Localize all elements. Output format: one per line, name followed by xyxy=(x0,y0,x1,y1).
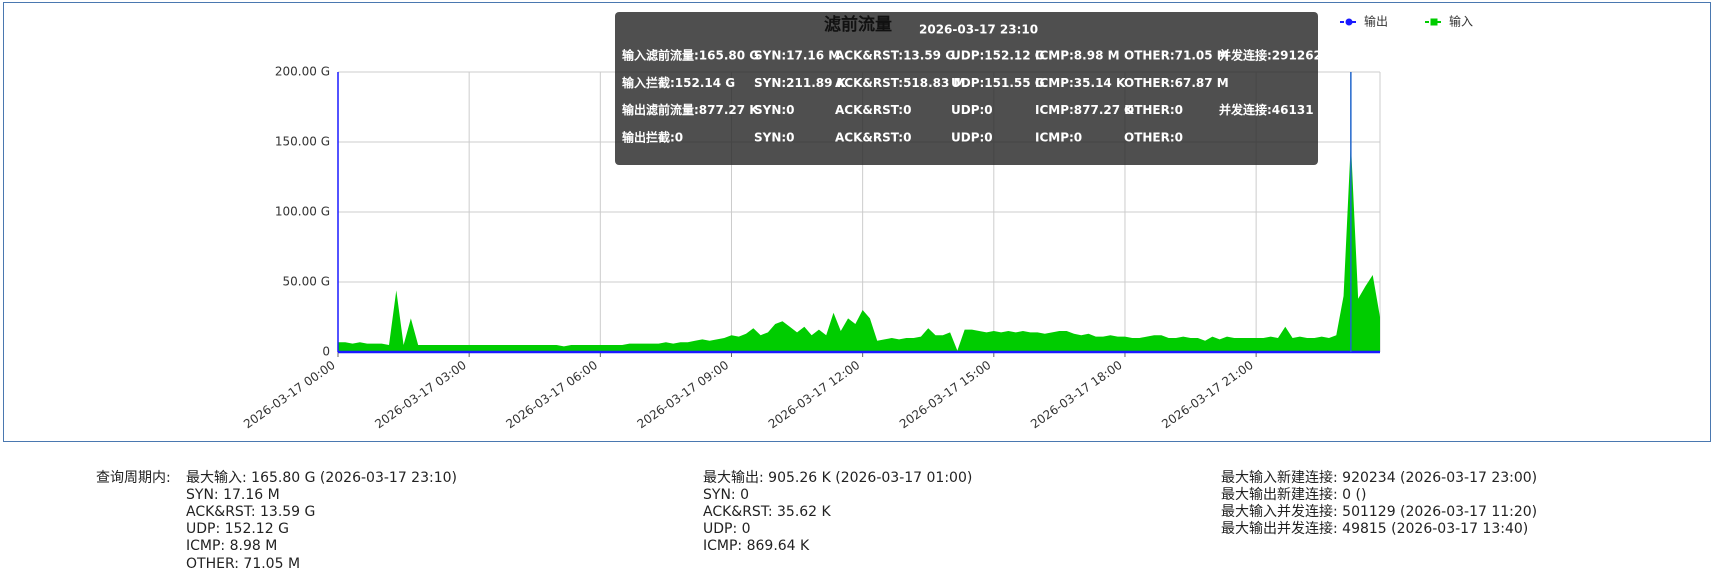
tooltip-cell: SYN:211.89 K xyxy=(754,76,847,90)
summary-line: SYN: 0 xyxy=(703,487,749,504)
tooltip-cell: OTHER:67.87 M xyxy=(1124,76,1229,90)
chart-frame xyxy=(3,2,1711,442)
tooltip-cell: 输出拦截:0 xyxy=(622,129,683,144)
tooltip-cell: SYN:0 xyxy=(754,130,795,144)
summary-line: ICMP: 8.98 M xyxy=(186,538,278,555)
summary-line: 最大输入新建连接: 920234 (2026-03-17 23:00) xyxy=(1221,470,1538,486)
summary-line: 最大输出新建连接: 0 () xyxy=(1221,487,1367,504)
summary-line: 最大输入: 165.80 G (2026-03-17 23:10) xyxy=(186,470,457,486)
summary-label: 查询周期内: xyxy=(96,470,171,486)
legend-label: 输出 xyxy=(1364,14,1388,29)
tooltip-cell: 输出滤前流量:877.27 K xyxy=(622,102,759,117)
summary-line: ICMP: 869.64 K xyxy=(703,538,810,555)
tooltip-cell: ACK&RST:0 xyxy=(835,130,911,144)
y-tick-label: 0 xyxy=(322,345,330,359)
x-tick-label: 2026-03-17 00:00 xyxy=(241,358,338,431)
y-tick-label: 100.00 G xyxy=(275,205,330,219)
tooltip-cell: ICMP:877.27 K xyxy=(1035,103,1134,117)
x-tick-label: 2026-03-17 06:00 xyxy=(503,358,600,431)
tooltip xyxy=(615,12,1318,165)
tooltip-cell: UDP:152.12 G xyxy=(951,49,1045,63)
tooltip-cell: 并发连接:46131 xyxy=(1219,102,1314,117)
summary-line: 最大输入并发连接: 501129 (2026-03-17 11:20) xyxy=(1221,504,1538,521)
tooltip-cell: 输入滤前流量:165.80 G xyxy=(622,48,759,63)
tooltip-cell: ACK&RST:13.59 G xyxy=(835,49,955,63)
summary-line: OTHER: 71.05 M xyxy=(186,555,301,572)
tooltip-cell: SYN:17.16 M xyxy=(754,49,840,63)
x-tick-label: 2026-03-17 15:00 xyxy=(897,358,994,431)
tooltip-cell: 输入拦截:152.14 G xyxy=(622,75,735,90)
area xyxy=(338,142,1380,352)
summary-line: ACK&RST: 13.59 G xyxy=(186,504,316,521)
y-tick-label: 50.00 G xyxy=(283,275,330,289)
tooltip-cell: ACK&RST:0 xyxy=(835,103,911,117)
x-tick-label: 2026-03-17 18:00 xyxy=(1028,358,1125,431)
tooltip-cell: ICMP:8.98 M xyxy=(1035,49,1120,63)
tooltip-cell: OTHER:0 xyxy=(1124,103,1183,117)
legend-marker xyxy=(1345,18,1353,26)
x-tick-label: 2026-03-17 12:00 xyxy=(766,358,863,431)
legend-label: 输入 xyxy=(1449,14,1473,29)
tooltip-cell: UDP:0 xyxy=(951,103,993,117)
legend-marker xyxy=(1430,18,1438,26)
tooltip-cell: OTHER:71.05 M xyxy=(1124,49,1229,63)
tooltip-cell: 并发连接:291262 xyxy=(1219,48,1322,63)
summary-line: 最大输出: 905.26 K (2026-03-17 01:00) xyxy=(703,470,973,486)
x-tick-label: 2026-03-17 03:00 xyxy=(372,358,469,431)
summary-line: 最大输出并发连接: 49815 (2026-03-17 13:40) xyxy=(1221,521,1529,538)
summary-line: ACK&RST: 35.62 K xyxy=(703,504,831,521)
y-tick-label: 200.00 G xyxy=(275,65,330,79)
tooltip-cell: ICMP:0 xyxy=(1035,130,1082,144)
tooltip-cell: ICMP:35.14 K xyxy=(1035,76,1126,90)
summary-line: SYN: 17.16 M xyxy=(186,487,280,504)
tooltip-cell: UDP:151.55 G xyxy=(951,76,1045,90)
tooltip-cell: ACK&RST:518.83 M xyxy=(835,76,966,90)
chart: 0 50.00 G 100.00 G 150.00 G 200.00 G 2026-03-… xyxy=(241,12,1473,431)
summary-line: UDP: 0 xyxy=(703,521,751,538)
tooltip-title: 滤前流量 xyxy=(824,14,892,35)
tooltip-cell: OTHER:0 xyxy=(1124,130,1183,144)
tooltip-cell: SYN:0 xyxy=(754,103,795,117)
tooltip-cell: UDP:0 xyxy=(951,130,993,144)
y-tick-label: 150.00 G xyxy=(275,135,330,149)
x-tick-label: 2026-03-17 21:00 xyxy=(1159,358,1256,431)
tooltip-time: 2026-03-17 23:10 xyxy=(919,23,1038,37)
x-tick-label: 2026-03-17 09:00 xyxy=(635,358,732,431)
summary-line: UDP: 152.12 G xyxy=(186,521,289,538)
